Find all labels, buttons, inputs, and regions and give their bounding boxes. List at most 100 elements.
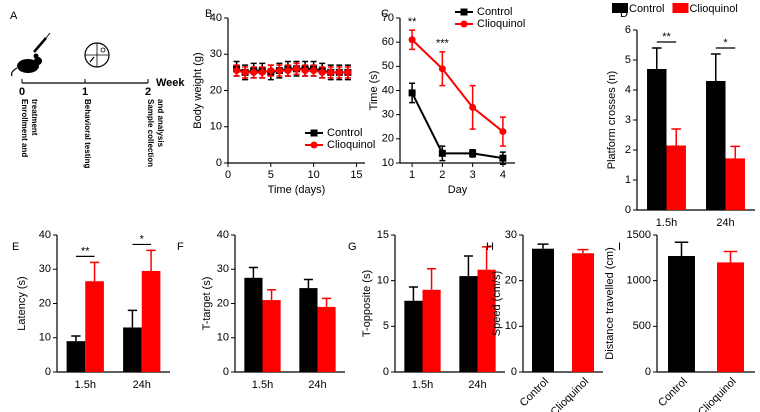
error-bar <box>303 278 313 289</box>
y-tick-label: 60 <box>382 36 394 48</box>
point <box>327 68 335 76</box>
error-bar <box>146 249 156 271</box>
significance: * <box>140 233 145 245</box>
x-tick-label: 24h <box>308 379 326 391</box>
error-bar <box>537 243 549 249</box>
x-tick-label: Control <box>518 376 552 410</box>
x-axis-label: Time (days) <box>268 184 326 196</box>
y-tick-label: 0 <box>223 366 229 378</box>
y-tick-label: 6 <box>625 24 631 36</box>
y-tick-label: 10 <box>210 121 222 133</box>
y-tick-label: 1 <box>625 174 631 186</box>
y-axis-label: T-opposite (s) <box>361 270 373 337</box>
point <box>250 68 258 76</box>
point <box>499 154 507 162</box>
y-tick-label: 0 <box>383 366 389 378</box>
bar <box>123 327 142 372</box>
panel-label: G <box>348 241 357 253</box>
y-tick-label: 30 <box>382 109 394 121</box>
x-tick-label: 2 <box>145 86 151 98</box>
y-tick-label: 0 <box>511 366 517 378</box>
bar <box>299 288 318 372</box>
y-axis-label: T-target (s) <box>201 277 213 331</box>
x-tick-label: 1.5h <box>252 379 273 391</box>
point <box>293 65 300 73</box>
error-bar <box>463 255 473 277</box>
y-tick-label: 70 <box>382 12 394 24</box>
bar <box>262 300 281 372</box>
point <box>241 68 249 76</box>
y-tick-label: 0 <box>645 366 651 378</box>
point <box>408 89 416 97</box>
y-axis-label: Distance travelled (cm) <box>604 247 616 359</box>
point <box>310 67 318 75</box>
error-bar <box>322 297 332 307</box>
x-tick-label: 24h <box>716 217 734 229</box>
y-tick-label: 1500 <box>627 229 651 241</box>
panel-label: D <box>620 8 628 20</box>
x-tick-label: 1 <box>409 169 415 181</box>
point <box>284 67 292 75</box>
bar <box>668 256 695 372</box>
bar <box>317 306 336 372</box>
x-tick-label: 24h <box>468 379 486 391</box>
error-bar <box>671 128 682 146</box>
point <box>318 68 326 76</box>
y-axis-label: Time (s) <box>368 71 380 111</box>
y-tick-label: 30 <box>39 263 51 275</box>
point <box>233 67 241 75</box>
y-tick-label: 40 <box>217 229 229 241</box>
timeline-event: Enrollment and treatment <box>20 99 39 158</box>
legend-marker <box>310 141 318 149</box>
y-tick-label: 20 <box>217 297 229 309</box>
y-tick-label: 30 <box>217 263 229 275</box>
legend-marker <box>460 20 468 28</box>
x-tick-label: 24h <box>133 379 151 391</box>
y-tick-label: 30 <box>505 229 517 241</box>
y-tick-label: 40 <box>210 12 222 24</box>
point <box>499 128 507 136</box>
mouse-icon <box>10 32 51 77</box>
series-line <box>411 92 504 160</box>
y-tick-label: 10 <box>382 157 394 169</box>
y-tick-label: 10 <box>377 275 389 287</box>
legend-marker <box>310 129 318 137</box>
point <box>438 149 446 157</box>
panel-label: A <box>10 10 18 22</box>
point <box>469 103 477 111</box>
x-axis-label: Day <box>448 184 468 196</box>
legend-marker <box>460 8 468 16</box>
y-tick-label: 20 <box>382 133 394 145</box>
point <box>335 68 343 76</box>
bar <box>717 262 744 372</box>
x-tick-label: 0 <box>19 86 25 98</box>
significance: *** <box>436 38 450 50</box>
error-bar <box>674 241 689 257</box>
bar <box>85 281 104 372</box>
legend-label: Control <box>327 127 362 139</box>
bar <box>66 341 86 372</box>
significance: ** <box>408 16 417 28</box>
error-bar <box>267 289 277 301</box>
panel-label: I <box>618 241 621 253</box>
y-tick-label: 15 <box>377 229 389 241</box>
point <box>267 67 275 75</box>
maze-icon <box>84 42 110 68</box>
y-tick-label: 4 <box>625 84 631 96</box>
point <box>408 36 416 44</box>
legend-swatch <box>612 3 628 13</box>
bar <box>244 277 263 372</box>
legend-label: Control <box>477 6 512 18</box>
point <box>275 67 283 75</box>
point <box>258 68 266 76</box>
significance: ** <box>81 245 90 257</box>
significance: ** <box>662 31 671 43</box>
point <box>469 149 477 157</box>
point <box>301 67 309 75</box>
y-tick-label: 20 <box>39 297 51 309</box>
y-tick-label: 5 <box>383 320 389 332</box>
bar <box>459 276 478 372</box>
y-axis-label: Latency (s) <box>16 276 28 330</box>
y-tick-label: 30 <box>210 48 222 60</box>
